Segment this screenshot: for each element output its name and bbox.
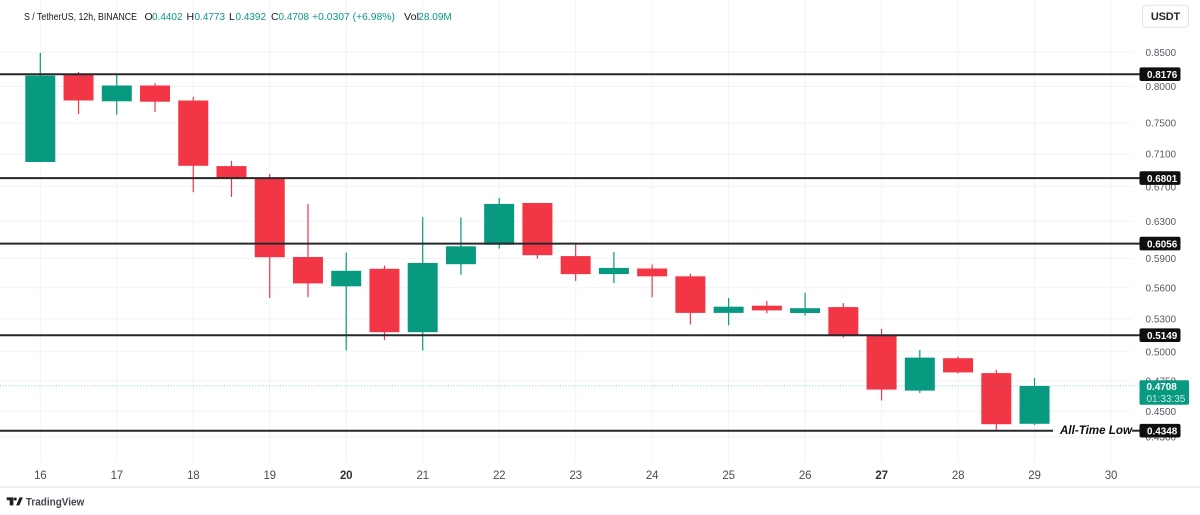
- svg-text:0.5300: 0.5300: [1146, 314, 1177, 326]
- svg-text:0.7500: 0.7500: [1146, 118, 1177, 130]
- svg-text:28: 28: [952, 470, 964, 482]
- svg-text:29: 29: [1028, 470, 1040, 482]
- svg-text:27: 27: [875, 470, 887, 482]
- svg-text:18: 18: [187, 470, 199, 482]
- svg-text:O: O: [145, 11, 153, 23]
- svg-text:28.09M: 28.09M: [418, 11, 452, 23]
- svg-text:16: 16: [34, 470, 46, 482]
- svg-text:0.4773: 0.4773: [195, 11, 226, 23]
- svg-text:23: 23: [569, 470, 581, 482]
- svg-text:L: L: [229, 11, 235, 23]
- svg-text:0.4708: 0.4708: [279, 11, 310, 23]
- svg-text:0.6300: 0.6300: [1146, 216, 1177, 228]
- svg-text:All-Time Low: All-Time Low: [1059, 425, 1133, 437]
- svg-text:0.5600: 0.5600: [1146, 283, 1177, 295]
- svg-text:0.5000: 0.5000: [1146, 347, 1177, 359]
- svg-text:25: 25: [722, 470, 734, 482]
- svg-text:H: H: [187, 11, 195, 23]
- svg-text:0.8000: 0.8000: [1146, 81, 1177, 93]
- svg-text:0.4348: 0.4348: [1147, 425, 1177, 437]
- svg-text:TradingView: TradingView: [26, 496, 85, 508]
- svg-text:0.4392: 0.4392: [236, 11, 267, 23]
- svg-text:22: 22: [493, 470, 505, 482]
- svg-text:0.4402: 0.4402: [152, 11, 183, 23]
- svg-text:C: C: [271, 11, 279, 23]
- svg-text:0.4500: 0.4500: [1146, 406, 1177, 418]
- svg-text:0.4708: 0.4708: [1147, 381, 1177, 393]
- svg-text:26: 26: [799, 470, 811, 482]
- svg-text:0.5900: 0.5900: [1146, 253, 1177, 265]
- svg-text:30: 30: [1105, 470, 1117, 482]
- svg-text:24: 24: [646, 470, 659, 482]
- svg-text:0.6801: 0.6801: [1147, 173, 1177, 185]
- svg-text:+0.0307 (+6.98%): +0.0307 (+6.98%): [312, 11, 395, 23]
- svg-text:01:33:35: 01:33:35: [1147, 394, 1186, 405]
- svg-text:S / TetherUS, 12h, BINANCE: S / TetherUS, 12h, BINANCE: [24, 11, 137, 23]
- svg-text:20: 20: [340, 470, 352, 482]
- svg-text:17: 17: [111, 470, 123, 482]
- svg-text:0.5149: 0.5149: [1147, 330, 1177, 342]
- svg-text:0.8500: 0.8500: [1146, 47, 1177, 59]
- svg-text:19: 19: [263, 470, 275, 482]
- svg-text:Vol: Vol: [404, 11, 419, 23]
- svg-text:0.7100: 0.7100: [1146, 149, 1177, 161]
- svg-text:0.8176: 0.8176: [1147, 69, 1177, 81]
- svg-text:21: 21: [416, 470, 428, 482]
- svg-text:0.6056: 0.6056: [1147, 238, 1177, 250]
- svg-text:USDT: USDT: [1151, 11, 1181, 23]
